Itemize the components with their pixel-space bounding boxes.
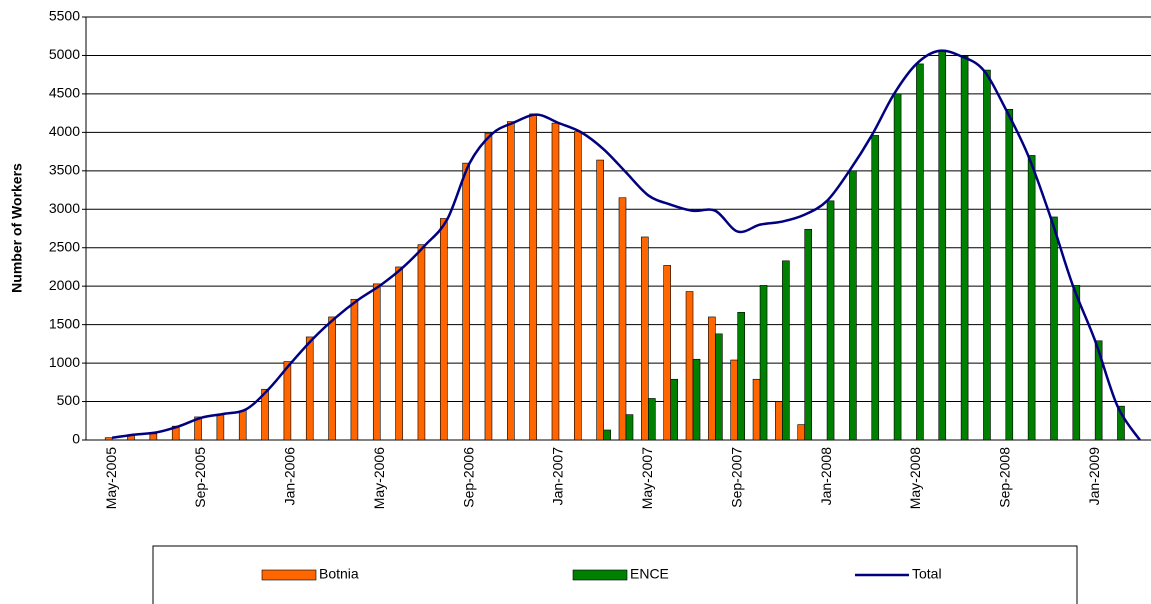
bar [663,265,671,441]
x-tick-label: Jan-2006 [282,447,298,506]
bar [328,316,336,441]
bar [417,244,426,441]
bar [1027,155,1036,441]
bar [708,316,716,441]
bar [849,170,857,441]
y-tick-label: 2500 [49,238,80,254]
bar [797,424,806,441]
bar [462,162,470,441]
bar [641,236,649,441]
bar [715,333,723,441]
bar [216,414,225,441]
x-tick-label: May-2007 [639,447,655,509]
bar [372,283,381,441]
bar [1005,108,1014,441]
bar [916,63,924,441]
bar [960,55,969,441]
bar [1117,405,1125,441]
bar [596,159,604,441]
x-tick-label: Sep-2006 [460,447,476,508]
bar [625,414,634,441]
bar [305,336,314,441]
bar [529,113,537,441]
y-tick-label: 4000 [49,123,80,139]
legend-label: Botnia [319,566,359,582]
x-tick-label: Sep-2005 [192,447,208,508]
bar [395,266,403,441]
x-tick-label: May-2008 [907,447,923,509]
bar [484,132,493,441]
bar [804,228,813,441]
bar [238,410,247,441]
bar [685,291,694,441]
bar [782,260,790,441]
x-tick-label: May-2005 [103,447,119,509]
bar [775,401,783,441]
y-tick-label: 1500 [49,315,80,331]
y-tick-label: 1000 [49,354,80,370]
x-tick-label: Sep-2008 [996,447,1012,508]
bar [893,93,902,441]
bar [1072,285,1081,441]
bar [692,358,701,441]
legend-label: ENCE [630,566,669,582]
bar [938,50,947,441]
bar [1094,340,1103,441]
x-tick-label: Sep-2007 [728,447,744,508]
bar [730,359,739,441]
x-tick-label: Jan-2009 [1086,447,1102,506]
line [111,49,1141,441]
bar [618,197,627,441]
bar [506,121,515,441]
bar [350,298,359,441]
legend-swatch [572,569,628,581]
bar [603,429,611,441]
y-tick-label: 2000 [49,277,80,293]
bar [439,218,448,441]
bar [759,285,768,441]
y-tick-label: 0 [72,431,80,447]
bar [283,361,292,441]
bar [574,131,582,441]
bar [261,388,269,441]
x-tick-label: Jan-2008 [818,447,834,506]
y-tick-label: 3000 [49,200,80,216]
bar [752,378,761,441]
legend-swatch [261,569,317,581]
bar [670,378,678,441]
bar [983,69,991,441]
bar [551,122,560,441]
x-tick-label: Jan-2007 [550,447,566,506]
y-tick-label: 5500 [49,8,80,24]
x-tick-label: May-2006 [371,447,387,509]
bar [826,200,835,441]
y-axis-label: Number of Workers [9,163,25,293]
bar [194,416,202,441]
bar [104,437,113,441]
y-tick-label: 500 [57,392,81,408]
bar [648,398,656,441]
y-tick-label: 3500 [49,162,80,178]
legend-label: Total [912,566,942,582]
bar [149,433,158,441]
bar [737,312,746,441]
y-tick-label: 5000 [49,46,80,62]
y-tick-label: 4500 [49,85,80,101]
bar [1050,216,1058,441]
bar [871,135,880,441]
